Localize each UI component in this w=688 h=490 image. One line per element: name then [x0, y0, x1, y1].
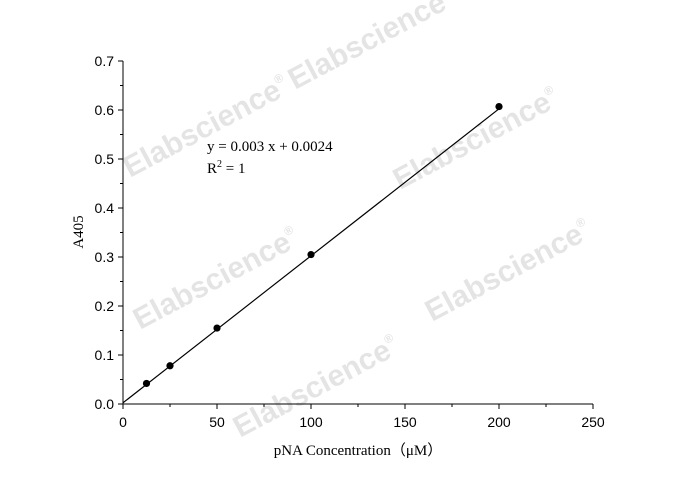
data-point [213, 324, 221, 332]
r-squared: R2 = 1 [207, 159, 245, 177]
y-tick-label: 0.2 [95, 298, 115, 314]
r-squared-superscript: 2 [217, 159, 222, 170]
y-tick-label: 0.4 [95, 200, 115, 216]
y-tick-label: 0.7 [95, 53, 115, 69]
r-squared-value: = 1 [222, 161, 245, 177]
y-tick-label: 0.0 [95, 396, 115, 412]
x-tick-label: 250 [581, 414, 605, 430]
watermark-text: Elabscience® [420, 213, 597, 328]
y-tick-label: 0.3 [95, 249, 115, 265]
watermark-registered-mark: ® [281, 222, 296, 239]
data-point [166, 362, 174, 370]
watermark-layer: Elabscience®Elabscience®Elabscience®Elab… [118, 0, 597, 444]
x-tick-label: 150 [393, 414, 417, 430]
data-point [142, 379, 151, 388]
x-tick-label: 200 [487, 414, 511, 430]
x-tick-label: 50 [209, 414, 225, 430]
fit-equation: y = 0.003 x + 0.0024 [207, 139, 333, 155]
watermark-registered-mark: ® [573, 214, 588, 231]
y-tick-label: 0.6 [95, 102, 115, 118]
data-point [495, 102, 503, 111]
watermark-registered-mark: ® [381, 330, 396, 347]
data-point [307, 250, 315, 259]
watermark-text: Elabscience® [283, 0, 460, 96]
y-tick-label: 0.1 [95, 347, 115, 363]
y-axis-title: A405 [71, 215, 87, 248]
data-points [142, 102, 503, 388]
watermark-text: Elabscience® [388, 81, 565, 196]
watermark-registered-mark: ® [541, 82, 556, 99]
x-tick-label: 0 [119, 414, 127, 430]
watermark-registered-mark: ® [271, 70, 286, 87]
y-tick-label: 0.5 [95, 151, 115, 167]
x-tick-label: 100 [299, 414, 323, 430]
ticks: 0 50 100 150 200 250 0.0 0.1 0.2 0.3 0.4 0.5 0.6 0.7 [95, 53, 605, 430]
x-axis-title: pNA Concentration（μM） [274, 442, 442, 459]
r-squared-symbol: R [207, 161, 217, 177]
watermark-text: Elabscience® [128, 221, 305, 336]
